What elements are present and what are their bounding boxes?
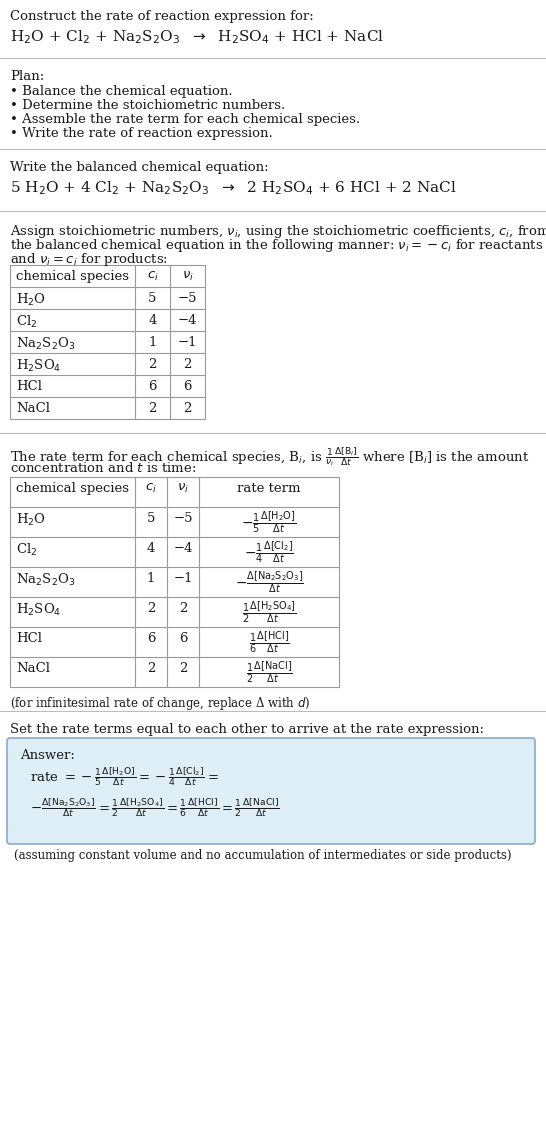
Text: Assign stoichiometric numbers, $\nu_i$, using the stoichiometric coefficients, $: Assign stoichiometric numbers, $\nu_i$, … (10, 223, 546, 240)
Text: $-\frac{\Delta[\mathrm{Na_2S_2O_3}]}{\Delta t} = \frac{1}{2}\frac{\Delta[\mathrm: $-\frac{\Delta[\mathrm{Na_2S_2O_3}]}{\De… (30, 795, 280, 819)
Text: 5: 5 (147, 512, 155, 525)
Text: Write the balanced chemical equation:: Write the balanced chemical equation: (10, 160, 269, 174)
Text: Construct the rate of reaction expression for:: Construct the rate of reaction expressio… (10, 10, 314, 23)
Text: $c_i$: $c_i$ (146, 270, 158, 283)
Text: and $\nu_i = c_i$ for products:: and $\nu_i = c_i$ for products: (10, 251, 168, 269)
Text: • Determine the stoichiometric numbers.: • Determine the stoichiometric numbers. (10, 99, 285, 112)
Text: • Balance the chemical equation.: • Balance the chemical equation. (10, 85, 233, 98)
Text: (for infinitesimal rate of change, replace Δ with $d$): (for infinitesimal rate of change, repla… (10, 695, 311, 712)
Text: HCl: HCl (16, 632, 42, 645)
Text: Cl$_2$: Cl$_2$ (16, 314, 38, 330)
Text: 2: 2 (179, 602, 187, 615)
Text: Na$_2$S$_2$O$_3$: Na$_2$S$_2$O$_3$ (16, 572, 75, 588)
Text: 2: 2 (147, 602, 155, 615)
Text: 4: 4 (147, 542, 155, 555)
Text: Answer:: Answer: (20, 749, 75, 762)
Text: −4: −4 (173, 542, 193, 555)
Text: chemical species: chemical species (16, 270, 129, 283)
Text: Plan:: Plan: (10, 71, 44, 83)
Text: $\frac{1}{2}\frac{\Delta[\mathrm{H_2SO_4}]}{\Delta t}$: $\frac{1}{2}\frac{\Delta[\mathrm{H_2SO_4… (242, 599, 296, 625)
FancyBboxPatch shape (7, 739, 535, 844)
Text: $\nu_i$: $\nu_i$ (181, 270, 193, 283)
Text: H$_2$O: H$_2$O (16, 292, 46, 308)
Text: H$_2$SO$_4$: H$_2$SO$_4$ (16, 602, 61, 618)
Text: 5: 5 (149, 292, 157, 305)
Text: Cl$_2$: Cl$_2$ (16, 542, 38, 558)
Text: 1: 1 (147, 572, 155, 585)
Text: 2: 2 (149, 402, 157, 415)
Bar (10, 477, 339, 687)
Text: 4: 4 (149, 314, 157, 327)
Text: $\frac{1}{2}\frac{\Delta[\mathrm{NaCl}]}{\Delta t}$: $\frac{1}{2}\frac{\Delta[\mathrm{NaCl}]}… (246, 659, 293, 685)
Text: rate $= -\frac{1}{5}\frac{\Delta[\mathrm{H_2O}]}{\Delta t} = -\frac{1}{4}\frac{\: rate $= -\frac{1}{5}\frac{\Delta[\mathrm… (30, 765, 219, 787)
Text: H$_2$SO$_4$: H$_2$SO$_4$ (16, 358, 61, 374)
Text: • Write the rate of reaction expression.: • Write the rate of reaction expression. (10, 127, 273, 140)
Text: 2: 2 (147, 662, 155, 675)
Text: −4: −4 (178, 314, 197, 327)
Text: −1: −1 (173, 572, 193, 585)
Text: $\nu_i$: $\nu_i$ (177, 483, 189, 495)
Text: chemical species: chemical species (16, 483, 129, 495)
Text: (assuming constant volume and no accumulation of intermediates or side products): (assuming constant volume and no accumul… (14, 849, 512, 861)
Text: $\frac{1}{6}\frac{\Delta[\mathrm{HCl}]}{\Delta t}$: $\frac{1}{6}\frac{\Delta[\mathrm{HCl}]}{… (248, 629, 289, 654)
Text: 6: 6 (183, 380, 192, 393)
Text: NaCl: NaCl (16, 402, 50, 415)
Text: H$_2$O: H$_2$O (16, 512, 46, 528)
Text: 6: 6 (179, 632, 187, 645)
Text: −5: −5 (178, 292, 197, 305)
Text: $-\frac{1}{5}\frac{\Delta[\mathrm{H_2O}]}{\Delta t}$: $-\frac{1}{5}\frac{\Delta[\mathrm{H_2O}]… (241, 509, 296, 535)
Text: 2: 2 (183, 358, 192, 371)
Bar (10, 265, 205, 419)
Text: NaCl: NaCl (16, 662, 50, 675)
Text: the balanced chemical equation in the following manner: $\nu_i = -c_i$ for react: the balanced chemical equation in the fo… (10, 237, 543, 254)
Text: rate term: rate term (238, 483, 301, 495)
Text: 2: 2 (179, 662, 187, 675)
Text: −5: −5 (173, 512, 193, 525)
Text: 2: 2 (183, 402, 192, 415)
Text: • Assemble the rate term for each chemical species.: • Assemble the rate term for each chemic… (10, 113, 360, 126)
Text: The rate term for each chemical species, B$_i$, is $\frac{1}{\nu_i}\frac{\Delta[: The rate term for each chemical species,… (10, 445, 530, 468)
Text: HCl: HCl (16, 380, 42, 393)
Text: 1: 1 (149, 336, 157, 349)
Text: concentration and $t$ is time:: concentration and $t$ is time: (10, 461, 197, 475)
Text: $-\frac{\Delta[\mathrm{Na_2S_2O_3}]}{\Delta t}$: $-\frac{\Delta[\mathrm{Na_2S_2O_3}]}{\De… (234, 569, 304, 595)
Text: −1: −1 (178, 336, 197, 349)
Text: Na$_2$S$_2$O$_3$: Na$_2$S$_2$O$_3$ (16, 336, 75, 352)
Text: $c_i$: $c_i$ (145, 483, 157, 495)
Text: Set the rate terms equal to each other to arrive at the rate expression:: Set the rate terms equal to each other t… (10, 723, 484, 736)
Text: $-\frac{1}{4}\frac{\Delta[\mathrm{Cl_2}]}{\Delta t}$: $-\frac{1}{4}\frac{\Delta[\mathrm{Cl_2}]… (244, 539, 294, 564)
Text: 6: 6 (149, 380, 157, 393)
Text: 6: 6 (147, 632, 155, 645)
Text: H$_2$O + Cl$_2$ + Na$_2$S$_2$O$_3$  $\rightarrow$  H$_2$SO$_4$ + HCl + NaCl: H$_2$O + Cl$_2$ + Na$_2$S$_2$O$_3$ $\rig… (10, 28, 384, 46)
Text: 2: 2 (149, 358, 157, 371)
Text: 5 H$_2$O + 4 Cl$_2$ + Na$_2$S$_2$O$_3$  $\rightarrow$  2 H$_2$SO$_4$ + 6 HCl + 2: 5 H$_2$O + 4 Cl$_2$ + Na$_2$S$_2$O$_3$ $… (10, 179, 457, 197)
